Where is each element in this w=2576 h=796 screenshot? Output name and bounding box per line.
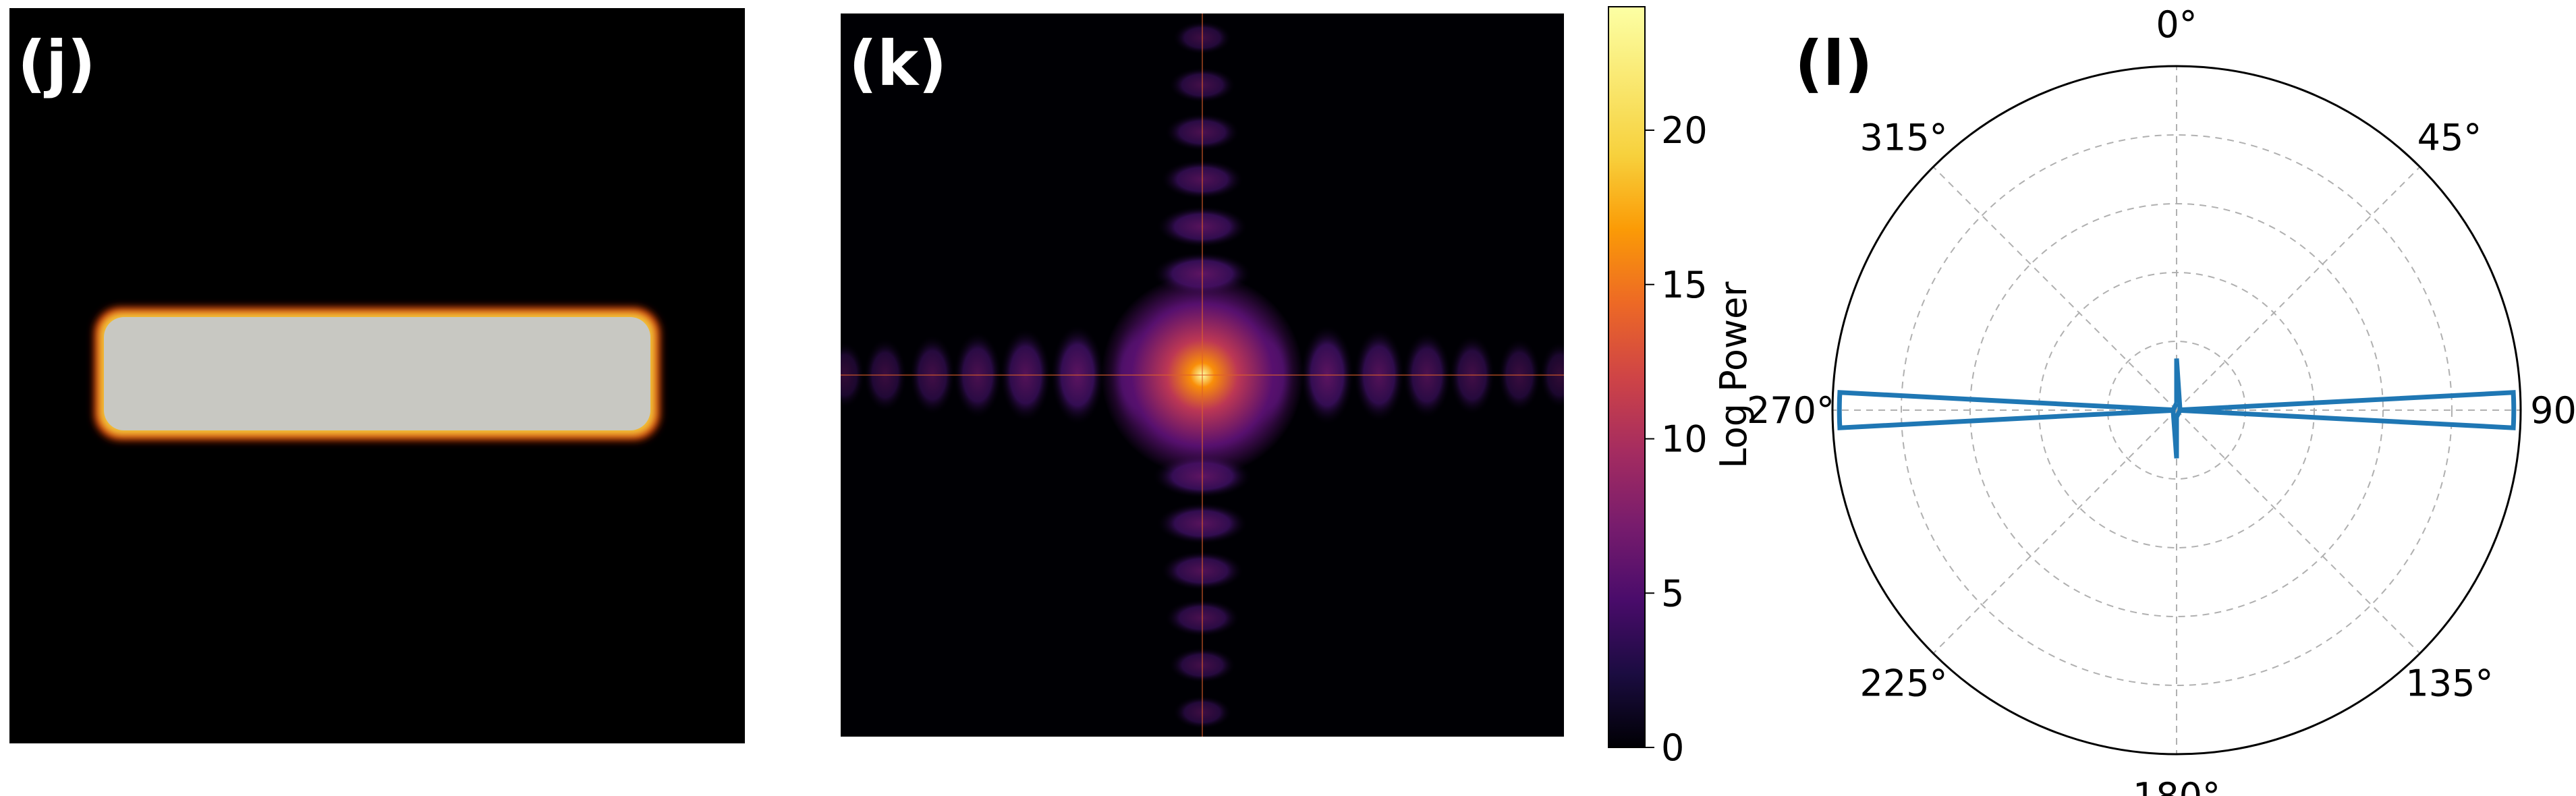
panel-j: (j) [9, 8, 745, 743]
polar-theta-tick-label: 225° [1859, 662, 1947, 704]
colorbar-ticks: 0 5 10 15 20 [1645, 109, 1708, 769]
panel-j-label: (j) [18, 28, 96, 100]
polar-grid-circle [1901, 134, 2453, 686]
colorbar-tick-label: 20 [1661, 109, 1708, 152]
colorbar-tick-label: 10 [1661, 418, 1708, 461]
polar-theta-tick-label: 45° [2417, 117, 2482, 159]
colorbar: 0 5 10 15 20 Log Power [1608, 6, 1755, 769]
panel-l-label: (l) [1795, 28, 1873, 100]
panel-j-object-body [104, 317, 650, 430]
colorbar-gradient [1608, 6, 1646, 748]
colorbar-label: Log Power [1712, 281, 1755, 469]
polar-series-line [1837, 358, 2517, 459]
polar-grid-spoke [2176, 166, 2421, 411]
polar-grid [1832, 66, 2521, 754]
polar-theta-tick-label: 0° [2156, 3, 2197, 46]
polar-theta-tick-label: 135° [2405, 662, 2493, 704]
panel-k: (k) 0 5 10 15 20 Log Power [841, 6, 1755, 769]
polar-grid-spoke [1932, 409, 2177, 654]
polar-grid-spoke [1932, 166, 2177, 411]
colorbar-tick-label: 5 [1661, 572, 1684, 615]
panel-k-spectrum [841, 13, 1564, 737]
polar-theta-tick-label: 270° [1747, 389, 1835, 432]
panel-k-label: (k) [849, 28, 947, 100]
colorbar-tick-label: 0 [1661, 727, 1684, 769]
panel-l: 0° 45° 90° 135° 180° 225° 270° 315° (l) [1747, 3, 2576, 796]
colorbar-tick-label: 15 [1661, 264, 1708, 306]
polar-grid-circle [2107, 341, 2246, 480]
polar-grid-spoke [2176, 409, 2421, 654]
polar-theta-tick-label: 315° [1859, 117, 1947, 159]
polar-theta-tick-label: 90° [2530, 389, 2576, 432]
polar-theta-tick-label: 180° [2133, 775, 2220, 796]
polar-outer-circle [1831, 65, 2522, 756]
polar-theta-ticks: 0° 45° 90° 135° 180° 225° 270° 315° [1747, 3, 2576, 796]
